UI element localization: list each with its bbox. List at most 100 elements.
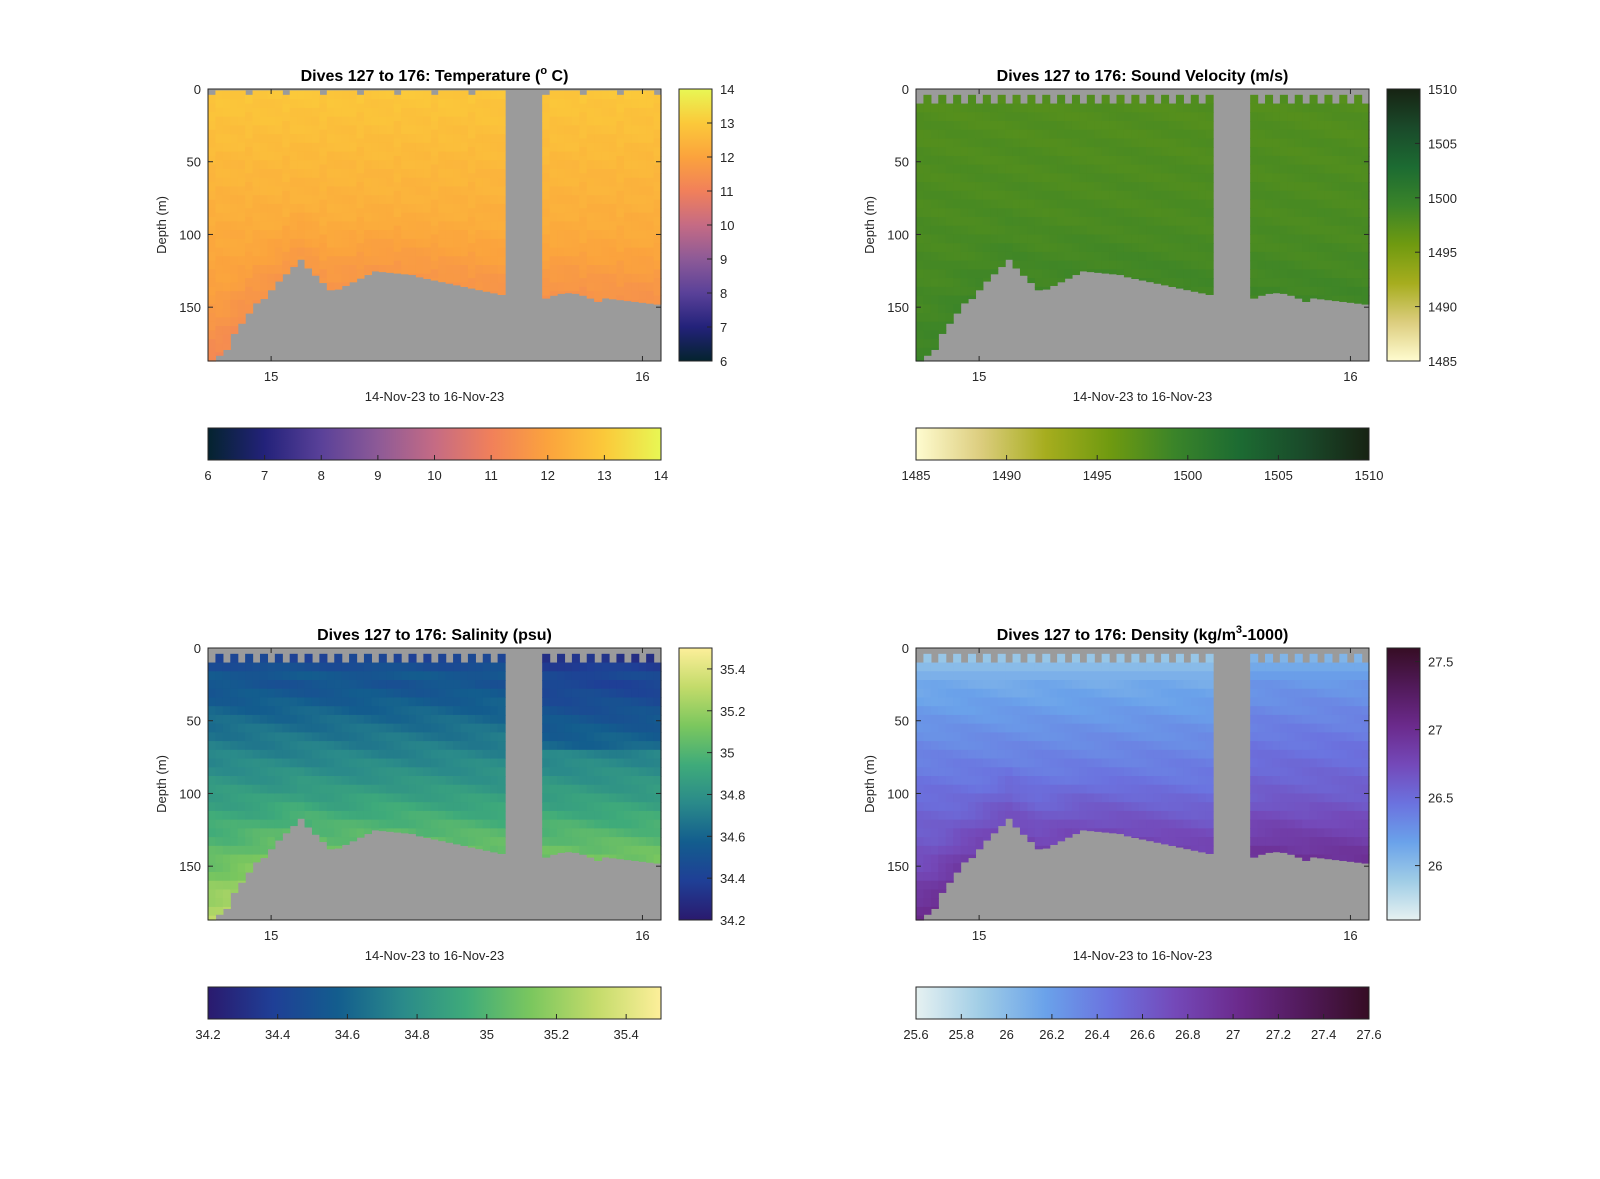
heatmap-cell (1272, 155, 1281, 166)
heatmap-cell (638, 671, 647, 681)
heatmap-cell (1109, 749, 1118, 760)
heatmap-cell (267, 819, 276, 829)
heatmap-cell (1331, 164, 1340, 174)
heatmap-cell (930, 286, 939, 297)
heatmap-cell (1302, 269, 1311, 279)
heatmap-cell (259, 282, 269, 292)
heatmap-cell (1086, 732, 1095, 742)
heatmap-cell (423, 273, 432, 279)
heatmap-cell (997, 723, 1006, 733)
heatmap-cell (349, 741, 358, 751)
heatmap-cell (1042, 190, 1051, 201)
heatmap-cell (594, 221, 603, 231)
heatmap-cell (631, 828, 640, 838)
heatmap-cell (1079, 234, 1088, 244)
heatmap-cell (945, 714, 954, 725)
heatmap-cell (1175, 784, 1184, 795)
heatmap-cell (1183, 845, 1192, 850)
heatmap-cell (1101, 199, 1110, 209)
heatmap-cell (371, 230, 380, 240)
heatmap-cell (401, 776, 410, 786)
heatmap-cell (222, 90, 231, 100)
heatmap-cell (1250, 697, 1259, 707)
heatmap-cell (445, 169, 454, 179)
heatmap-cell (215, 352, 224, 356)
heatmap-cell (953, 784, 962, 795)
heatmap-cell (311, 212, 320, 222)
heatmap-cell (1027, 837, 1036, 843)
heatmap-cell (594, 767, 603, 777)
heatmap-cell (282, 147, 291, 157)
heatmap-cell (334, 151, 343, 161)
heatmap-cell (311, 671, 320, 681)
heatmap-cell (1049, 819, 1058, 829)
heatmap-cell (297, 203, 306, 214)
heatmap-cell (1294, 147, 1303, 157)
heatmap-cell (349, 671, 358, 681)
heatmap-cell (930, 251, 939, 262)
heatmap-cell (579, 260, 588, 270)
heatmap-cell (549, 802, 558, 812)
heatmap-cell (334, 203, 343, 214)
heatmap-cell (311, 828, 320, 835)
heatmap-cell (1168, 793, 1177, 803)
heatmap-cell (1057, 269, 1066, 279)
heatmap-cell (549, 238, 558, 249)
heatmap-cell (1361, 217, 1370, 227)
heatmap-cell (586, 837, 595, 847)
heatmap-cell (1101, 234, 1110, 244)
heatmap-cell (1354, 94, 1363, 105)
heatmap-cell (1064, 776, 1073, 786)
heatmap-cell (1101, 653, 1110, 664)
heatmap-cell (304, 662, 313, 672)
heatmap-cell (1049, 828, 1058, 838)
heatmap-cell (267, 160, 276, 170)
heatmap-cell (1153, 714, 1162, 725)
heatmap-cell (1094, 121, 1103, 131)
heatmap-cell (1034, 243, 1043, 253)
heatmap-cell (408, 767, 417, 777)
heatmap-cell (1183, 767, 1192, 777)
heatmap-cell (445, 107, 454, 118)
heatmap-cell (1138, 112, 1147, 122)
heatmap-cell (945, 662, 954, 672)
heatmap-cell (653, 121, 662, 131)
heatmap-cell (230, 299, 239, 310)
heatmap-cell (1131, 802, 1140, 812)
heatmap-cell (282, 217, 291, 227)
heatmap-cell (1071, 138, 1080, 148)
heatmap-cell (923, 863, 932, 873)
heatmap-cell (549, 732, 558, 742)
heatmap-cell (222, 845, 231, 856)
heatmap-cell (1324, 147, 1333, 157)
heatmap-cell (230, 653, 239, 664)
heatmap-cell (1109, 784, 1118, 795)
heatmap-cell (571, 767, 580, 777)
heatmap-cell (1101, 225, 1110, 236)
heatmap-cell (282, 741, 291, 751)
heatmap-cell (1175, 112, 1184, 122)
heatmap-cell (1101, 103, 1110, 113)
heatmap-cell (1049, 243, 1058, 253)
heatmap-cell (415, 107, 424, 118)
heatmap-cell (586, 758, 595, 768)
heatmap-cell (1042, 251, 1051, 262)
heatmap-cell (549, 671, 558, 681)
heatmap-cell (222, 195, 231, 205)
heatmap-cell (616, 680, 625, 690)
heatmap-cell (334, 221, 343, 231)
heatmap-cell (1012, 173, 1021, 183)
heatmap-cell (222, 125, 231, 135)
heatmap-cell (1094, 243, 1103, 253)
heatmap-cell (326, 810, 335, 821)
heatmap-cell (245, 749, 254, 760)
heatmap-cell (267, 706, 276, 716)
heatmap-cell (237, 256, 246, 266)
heatmap-cell (1331, 182, 1340, 192)
heatmap-cell (1101, 776, 1110, 786)
heatmap-cell (237, 99, 246, 109)
heatmap-cell (1086, 243, 1095, 253)
heatmap-cell (923, 234, 932, 244)
heatmap-cell (997, 819, 1006, 827)
heatmap-cell (1294, 225, 1303, 236)
